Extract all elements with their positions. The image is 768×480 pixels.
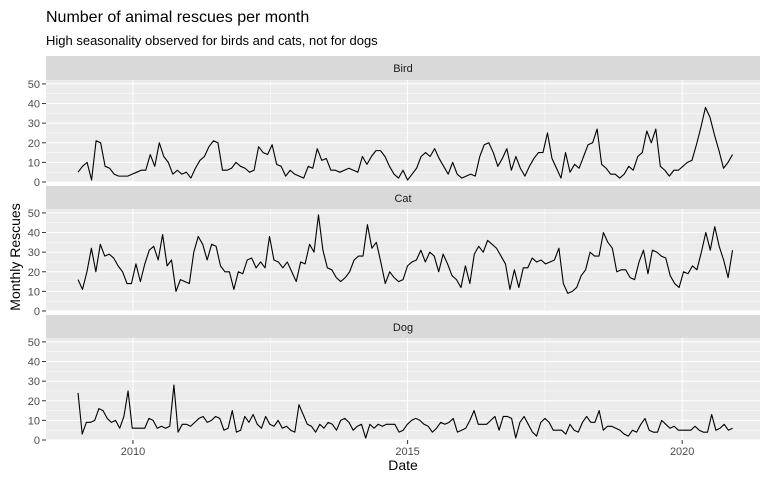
panel-background xyxy=(46,80,760,182)
facet-strip xyxy=(46,186,760,210)
panel-background xyxy=(46,338,760,440)
chart-subtitle: High seasonality observed for birds and … xyxy=(46,33,378,48)
y-tick-label: 20 xyxy=(28,396,40,408)
panel-background xyxy=(46,209,760,311)
y-tick-label: 30 xyxy=(28,376,40,388)
y-tick-label: 10 xyxy=(28,415,40,427)
y-tick-label: 0 xyxy=(34,177,40,189)
facet-strip xyxy=(46,315,760,339)
y-tick-label: 50 xyxy=(28,79,40,91)
facet-strip-label: Bird xyxy=(393,63,413,75)
y-tick-label: 30 xyxy=(28,247,40,259)
facet-strip xyxy=(46,56,760,80)
y-tick-label: 10 xyxy=(28,286,40,298)
y-tick-label: 50 xyxy=(28,208,40,220)
x-tick-label: 2020 xyxy=(670,446,694,458)
x-tick-label: 2010 xyxy=(121,446,145,458)
y-tick-label: 50 xyxy=(28,337,40,349)
y-tick-label: 40 xyxy=(28,357,40,369)
y-tick-label: 0 xyxy=(34,435,40,447)
y-tick-label: 20 xyxy=(28,138,40,150)
y-tick-label: 40 xyxy=(28,99,40,111)
facet-panels: Bird 0 10 20 30 40 50 Cat 0 10 20 30 40 50 Dog 0 10 20 30 4… xyxy=(28,56,760,447)
series-line-dog xyxy=(77,384,733,439)
series-line-cat xyxy=(77,214,734,294)
x-axis: 2010 2015 2020 xyxy=(121,440,694,458)
y-axis-title: Monthly Rescues xyxy=(7,203,23,310)
y-tick-label: 30 xyxy=(28,118,40,130)
facet-strip-label: Cat xyxy=(394,193,411,205)
series-line-bird xyxy=(77,106,734,181)
y-tick-label: 10 xyxy=(28,157,40,169)
facet-panel-bird: Bird 0 10 20 30 40 50 xyxy=(28,56,760,189)
y-tick-label: 40 xyxy=(28,228,40,240)
y-tick-label: 0 xyxy=(34,306,40,318)
y-tick-label: 20 xyxy=(28,267,40,279)
x-tick-label: 2015 xyxy=(395,446,419,458)
facet-panel-dog: Dog 0 10 20 30 40 50 xyxy=(28,315,760,447)
chart-title: Number of animal rescues per month xyxy=(46,9,309,26)
facet-strip-label: Dog xyxy=(393,322,413,334)
facet-panel-cat: Cat 0 10 20 30 40 50 xyxy=(28,186,760,318)
x-axis-title: Date xyxy=(388,457,418,473)
